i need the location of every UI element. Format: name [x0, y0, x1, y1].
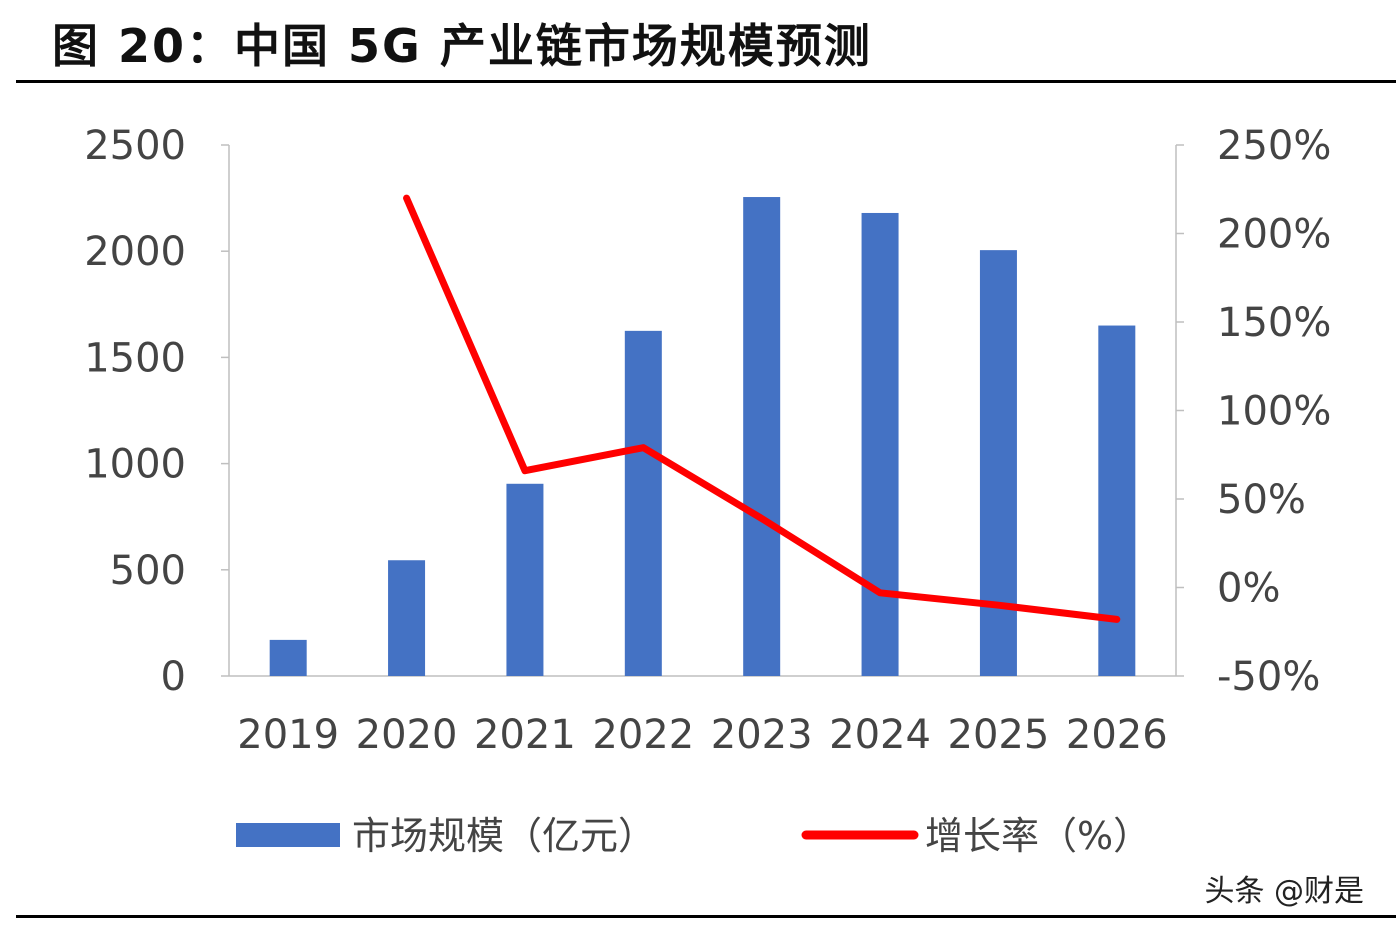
legend-bar-swatch: [236, 823, 340, 847]
x-tick-label: 2023: [711, 712, 813, 758]
left-tick-label: 1000: [84, 442, 186, 488]
left-tick-label: 2000: [84, 229, 186, 275]
bar: [506, 483, 544, 676]
x-tick-label: 2024: [829, 712, 931, 758]
bar: [861, 212, 899, 676]
axes: [221, 144, 1184, 677]
line-series: [403, 194, 1121, 623]
watermark-text: 头条 @财是: [1204, 874, 1364, 909]
bar: [979, 250, 1017, 676]
figure-title: 图 20：中国 5G 产业链市场规模预测: [52, 19, 872, 73]
legend-line-label: 增长率（%）: [925, 814, 1151, 858]
x-tick-label: 2022: [592, 712, 694, 758]
bar: [743, 197, 781, 676]
x-tick-label: 2020: [356, 712, 458, 758]
right-tick-label: 200%: [1217, 212, 1331, 258]
left-tick-label: 1500: [84, 335, 186, 381]
top-rule: [16, 80, 1396, 83]
bottom-rule: [16, 915, 1396, 918]
x-tick-label: 2026: [1066, 712, 1168, 758]
bar: [624, 330, 662, 676]
x-tick-label: 2025: [948, 712, 1050, 758]
bar: [269, 639, 307, 676]
right-tick-label: 250%: [1217, 123, 1331, 169]
right-tick-label: 0%: [1217, 566, 1280, 612]
bar-series: [269, 197, 1136, 676]
right-tick-label: 150%: [1217, 300, 1331, 346]
right-tick-label: 100%: [1217, 389, 1331, 435]
right-tick-label: -50%: [1217, 654, 1320, 700]
bar: [388, 560, 426, 676]
left-tick-label: 2500: [84, 123, 186, 169]
x-tick-label: 2021: [474, 712, 576, 758]
legend-bar-label: 市场规模（亿元）: [352, 814, 656, 858]
tick-labels: 0 500 1000 1500 2000 2500 -50% 0% 50% 100% 150% 200…: [84, 123, 1331, 758]
left-tick-label: 500: [110, 548, 186, 594]
x-tick-label: 2019: [237, 712, 339, 758]
legend: 市场规模（亿元） 增长率（%）: [236, 814, 1151, 858]
bar: [1098, 325, 1136, 676]
right-tick-label: 50%: [1217, 477, 1306, 523]
left-tick-label: 0: [161, 654, 186, 700]
